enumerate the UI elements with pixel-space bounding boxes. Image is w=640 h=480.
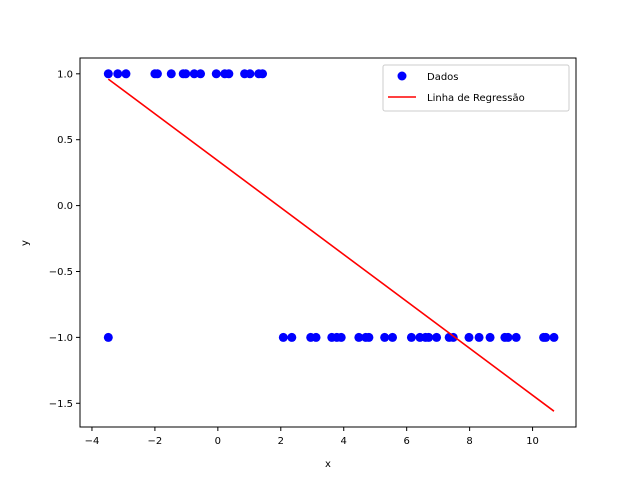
data-point xyxy=(464,332,474,342)
x-tick-label: 10 xyxy=(526,436,539,447)
y-tick-label: 0.0 xyxy=(57,201,73,212)
data-point xyxy=(258,69,268,79)
x-axis-label: x xyxy=(325,459,331,470)
plot-content xyxy=(103,69,559,412)
data-point xyxy=(113,69,123,79)
data-point xyxy=(541,332,551,342)
data-point xyxy=(103,332,113,342)
data-point xyxy=(485,332,495,342)
y-tick-label: 1.0 xyxy=(57,69,73,80)
data-point xyxy=(388,332,398,342)
plot-frame xyxy=(79,57,577,428)
data-point xyxy=(503,332,513,342)
x-axis: −4 −2 0 2 4 6 8 10 xyxy=(85,427,539,447)
data-point xyxy=(406,332,416,342)
data-point xyxy=(336,332,346,342)
data-point xyxy=(121,69,131,79)
x-tick-label: −4 xyxy=(85,436,100,447)
data-point xyxy=(511,332,521,342)
regression-line xyxy=(107,78,555,412)
data-point xyxy=(152,69,162,79)
y-tick-label: −1.5 xyxy=(49,399,73,410)
data-point xyxy=(474,332,484,342)
data-point xyxy=(245,69,255,79)
legend-label-regression-line: Linha de Regressão xyxy=(427,93,525,104)
data-point xyxy=(196,69,206,79)
y-tick-label: −1.0 xyxy=(49,333,73,344)
y-tick-label: 0.5 xyxy=(57,135,73,146)
data-point xyxy=(224,69,234,79)
data-point xyxy=(287,332,297,342)
x-tick-label: 0 xyxy=(215,436,221,447)
x-tick-label: 6 xyxy=(403,436,409,447)
data-point xyxy=(181,69,191,79)
data-point xyxy=(424,332,434,342)
data-point xyxy=(549,332,559,342)
legend-label-dados: Dados xyxy=(427,72,459,83)
y-axis-label: y xyxy=(20,240,31,246)
data-point xyxy=(311,332,321,342)
x-tick-label: 2 xyxy=(278,436,284,447)
y-tick-label: −0.5 xyxy=(49,267,73,278)
data-point xyxy=(432,332,442,342)
data-point xyxy=(189,69,199,79)
data-point xyxy=(211,69,221,79)
data-point xyxy=(354,332,364,342)
data-point xyxy=(103,69,113,79)
legend-marker-dados xyxy=(397,71,407,81)
y-axis: −1.5 −1.0 −0.5 0.0 0.5 1.0 xyxy=(49,69,80,410)
x-tick-label: −2 xyxy=(148,436,163,447)
data-point xyxy=(278,332,288,342)
legend: Dados Linha de Regressão xyxy=(382,64,570,112)
data-point xyxy=(380,332,390,342)
x-tick-label: 8 xyxy=(466,436,472,447)
data-point xyxy=(364,332,374,342)
legend-box xyxy=(382,64,570,112)
data-point xyxy=(166,69,176,79)
x-tick-label: 4 xyxy=(341,436,347,447)
